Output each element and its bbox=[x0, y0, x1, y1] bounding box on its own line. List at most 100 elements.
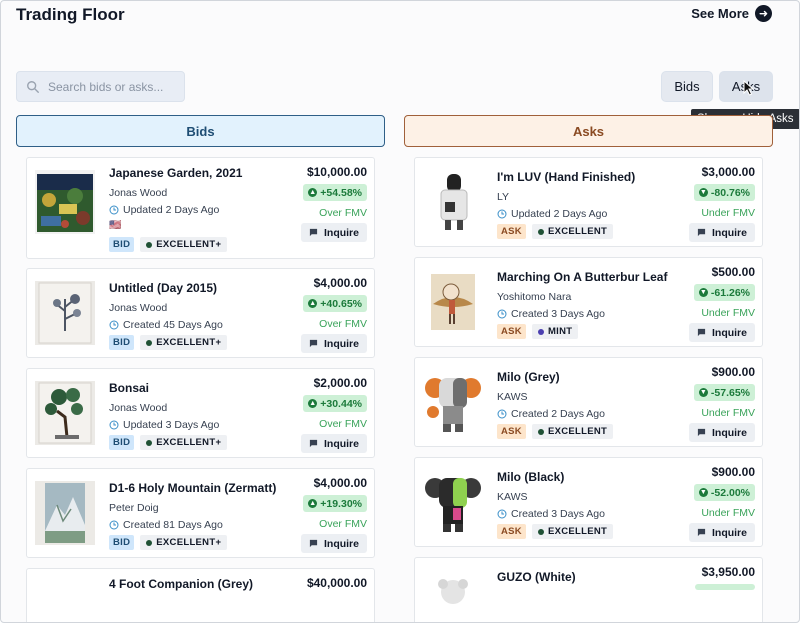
artwork-title[interactable]: Japanese Garden, 2021 bbox=[109, 166, 243, 180]
message-icon bbox=[697, 328, 706, 337]
listing-date-text: Updated 2 Days Ago bbox=[511, 208, 608, 220]
inquire-label: Inquire bbox=[711, 526, 747, 539]
inquire-button[interactable]: Inquire bbox=[300, 534, 367, 553]
artwork-title[interactable]: Milo (Black) bbox=[497, 470, 565, 484]
inquire-button[interactable]: Inquire bbox=[688, 523, 755, 542]
artwork-title[interactable]: Untitled (Day 2015) bbox=[109, 281, 218, 295]
arrow-up-icon: ▲ bbox=[308, 188, 318, 197]
tags: ASK EXCELLENT bbox=[497, 224, 614, 239]
message-icon bbox=[309, 228, 318, 237]
artwork-thumbnail bbox=[35, 381, 95, 445]
price: $3,950.00 bbox=[701, 565, 755, 579]
listing-date: Created 81 Days Ago bbox=[109, 519, 223, 531]
inquire-label: Inquire bbox=[711, 426, 747, 439]
message-icon bbox=[309, 539, 318, 548]
condition-label: EXCELLENT bbox=[547, 426, 608, 437]
fmv-change-badge: ▼ -52.00% bbox=[693, 484, 755, 501]
fmv-change-badge: ▲ +30.44% bbox=[303, 395, 367, 412]
fmv-label: Under FMV bbox=[701, 507, 755, 519]
fmv-label: Under FMV bbox=[701, 207, 755, 219]
listing-date-text: Updated 3 Days Ago bbox=[123, 419, 220, 431]
artist-name[interactable]: Jonas Wood bbox=[109, 402, 168, 414]
inquire-label: Inquire bbox=[711, 326, 747, 339]
ask-card[interactable]: Marching On A Butterbur Leaf Yoshitomo N… bbox=[414, 257, 763, 347]
clock-icon bbox=[497, 509, 507, 519]
fmv-change-badge: ▼ -57.65% bbox=[693, 384, 755, 401]
arrow-up-icon: ▲ bbox=[308, 299, 318, 308]
listing-date-text: Created 3 Days Ago bbox=[511, 508, 605, 520]
bid-card[interactable]: 4 Foot Companion (Grey) $40,000.00 bbox=[26, 568, 375, 622]
ask-card[interactable]: GUZO (White) $3,950.00 bbox=[414, 557, 763, 622]
artwork-title[interactable]: Marching On A Butterbur Leaf bbox=[497, 270, 668, 284]
listing-date-text: Created 81 Days Ago bbox=[123, 519, 223, 531]
search-input[interactable] bbox=[48, 79, 178, 94]
inquire-label: Inquire bbox=[323, 537, 359, 550]
fmv-label: Over FMV bbox=[319, 318, 367, 330]
fmv-change-value: +40.65% bbox=[320, 297, 362, 310]
artist-name[interactable]: KAWS bbox=[497, 391, 528, 403]
inquire-button[interactable]: Inquire bbox=[300, 334, 367, 353]
artwork-thumbnail bbox=[423, 570, 483, 622]
ask-card[interactable]: I'm LUV (Hand Finished) LY Updated 2 Day… bbox=[414, 157, 763, 247]
artist-name[interactable]: Jonas Wood bbox=[109, 302, 168, 314]
listing-date: Created 3 Days Ago bbox=[497, 508, 605, 520]
us-flag-icon: 🇺🇸 bbox=[109, 220, 122, 231]
toggle-asks-button[interactable]: Asks bbox=[719, 71, 773, 102]
fmv-change-value: -52.00% bbox=[710, 486, 750, 499]
condition-badge: EXCELLENT bbox=[531, 224, 614, 239]
see-more-link[interactable]: See More ➜ bbox=[691, 5, 772, 22]
bid-card[interactable]: Japanese Garden, 2021 Jonas Wood Updated… bbox=[26, 157, 375, 259]
artist-name[interactable]: Peter Doig bbox=[109, 502, 159, 514]
bid-card[interactable]: Untitled (Day 2015) Jonas Wood Created 4… bbox=[26, 268, 375, 358]
fmv-label: Over FMV bbox=[319, 518, 367, 530]
arrow-right-icon: ➜ bbox=[755, 5, 772, 22]
inquire-button[interactable]: Inquire bbox=[688, 323, 755, 342]
artist-name[interactable]: Jonas Wood bbox=[109, 187, 168, 199]
fmv-change-value: -61.26% bbox=[710, 286, 750, 299]
artwork-title[interactable]: 4 Foot Companion (Grey) bbox=[109, 577, 253, 591]
artwork-title[interactable]: Milo (Grey) bbox=[497, 370, 560, 384]
artist-name[interactable]: KAWS bbox=[497, 491, 528, 503]
condition-label: EXCELLENT+ bbox=[156, 537, 222, 548]
price: $900.00 bbox=[711, 465, 755, 479]
message-icon bbox=[309, 439, 318, 448]
message-icon bbox=[697, 428, 706, 437]
bid-card[interactable]: Bonsai Jonas Wood Updated 3 Days Ago BID… bbox=[26, 368, 375, 458]
listing-date-text: Created 45 Days Ago bbox=[123, 319, 223, 331]
artwork-thumbnail bbox=[35, 481, 95, 545]
artwork-title[interactable]: D1-6 Holy Mountain (Zermatt) bbox=[109, 481, 277, 495]
type-badge: ASK bbox=[497, 224, 526, 239]
clock-icon bbox=[109, 420, 119, 430]
bids-column-header[interactable]: Bids bbox=[16, 115, 385, 147]
bid-card[interactable]: D1-6 Holy Mountain (Zermatt) Peter Doig … bbox=[26, 468, 375, 558]
ask-card[interactable]: Milo (Grey) KAWS Created 2 Days Ago ASK … bbox=[414, 357, 763, 447]
ask-card[interactable]: Milo (Black) KAWS Created 3 Days Ago ASK… bbox=[414, 457, 763, 547]
clock-icon bbox=[497, 309, 507, 319]
fmv-change-value: -80.76% bbox=[710, 186, 750, 199]
artwork-title[interactable]: I'm LUV (Hand Finished) bbox=[497, 170, 636, 184]
condition-label: EXCELLENT+ bbox=[156, 239, 222, 250]
inquire-button[interactable]: Inquire bbox=[688, 423, 755, 442]
type-badge: BID bbox=[109, 535, 135, 550]
artist-name[interactable]: Yoshitomo Nara bbox=[497, 291, 572, 303]
inquire-button[interactable]: Inquire bbox=[300, 223, 367, 242]
fmv-label: Over FMV bbox=[319, 418, 367, 430]
artwork-thumbnail bbox=[35, 170, 95, 234]
inquire-button[interactable]: Inquire bbox=[688, 223, 755, 242]
inquire-button[interactable]: Inquire bbox=[300, 434, 367, 453]
search-box[interactable] bbox=[16, 71, 185, 102]
toggle-bids-button[interactable]: Bids bbox=[661, 71, 713, 102]
artist-name[interactable]: LY bbox=[497, 191, 510, 203]
fmv-label: Under FMV bbox=[701, 407, 755, 419]
tags: BID EXCELLENT+ bbox=[109, 335, 228, 350]
fmv-change-badge: ▲ +40.65% bbox=[303, 295, 367, 312]
price: $900.00 bbox=[711, 365, 755, 379]
arrow-up-icon: ▲ bbox=[308, 499, 318, 508]
artwork-thumbnail bbox=[35, 281, 95, 345]
condition-badge: EXCELLENT bbox=[531, 424, 614, 439]
artwork-title[interactable]: GUZO (White) bbox=[497, 570, 576, 584]
asks-column-header[interactable]: Asks bbox=[404, 115, 773, 147]
artwork-title[interactable]: Bonsai bbox=[109, 381, 150, 395]
fmv-label: Under FMV bbox=[701, 307, 755, 319]
